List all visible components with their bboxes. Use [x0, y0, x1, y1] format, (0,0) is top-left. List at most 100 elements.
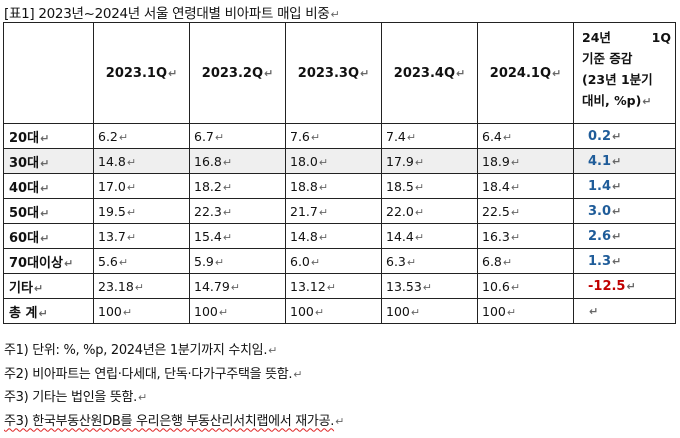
cell-mark: ↵: [318, 180, 329, 194]
cell-mark: ↵: [214, 255, 225, 269]
cell-mark: ↵: [168, 66, 178, 80]
change-cell: 4.1↵: [573, 148, 676, 174]
cell-mark: ↵: [414, 155, 425, 169]
paragraph-mark: ↵: [138, 391, 147, 404]
cell-mark: ↵: [502, 255, 513, 269]
row-label-cell: 30대↵: [3, 148, 94, 174]
change-value: 1.3: [588, 253, 612, 269]
data-table: 2023.1Q↵ 2023.2Q↵ 2023.3Q↵ 2023.4Q↵ 2024.1Q↵…: [3, 22, 676, 324]
footnote-line: 주3) 한국부동산원DB를 우리은행 부동산리서치랩에서 재가공.↵: [4, 410, 344, 434]
change-header-cell: 24년 1Q 기준 증감 (23년 1분기 대비, %p)↵: [573, 22, 676, 124]
quarter-header-text: 2023.3Q: [297, 65, 359, 81]
cell-mark: ↵: [510, 180, 521, 194]
value-cell: 6.0↵: [285, 248, 382, 274]
change-value: -12.5: [588, 278, 626, 294]
value-text: 13.12: [290, 278, 326, 294]
row-label: 20대: [9, 130, 40, 146]
cell-mark: ↵: [406, 255, 417, 269]
value-cell: 18.2↵: [189, 173, 286, 199]
value-text: 6.3: [386, 253, 406, 269]
value-cell: 6.4↵: [477, 123, 574, 149]
cell-mark: ↵: [406, 130, 417, 144]
value-cell: 14.8↵: [93, 148, 190, 174]
quarter-header-cell: 2023.3Q↵: [285, 22, 382, 124]
value-text: 100: [482, 303, 506, 319]
cell-mark: ↵: [612, 254, 622, 268]
value-text: 13.53: [386, 278, 422, 294]
cell-mark: ↵: [40, 131, 50, 145]
cell-mark: ↵: [456, 66, 466, 80]
value-cell: 5.6↵: [93, 248, 190, 274]
cell-mark: ↵: [218, 305, 229, 319]
row-label-cell: 60대↵: [3, 223, 94, 249]
cell-mark: ↵: [326, 280, 337, 294]
value-text: 18.0: [290, 153, 318, 169]
value-text: 5.6: [98, 253, 118, 269]
value-text: 18.8: [290, 178, 318, 194]
footnote-text: 주3) 기타는 법인을 뜻함.: [4, 390, 138, 405]
value-cell: 22.3↵: [189, 198, 286, 224]
row-label: 40대: [9, 180, 40, 196]
cell-mark: ↵: [552, 66, 562, 80]
value-cell: 13.53↵: [381, 273, 478, 299]
value-cell: 16.3↵: [477, 223, 574, 249]
footnote-line: 주1) 단위: %, %p, 2024년은 1분기까지 수치임.↵: [4, 339, 344, 363]
value-cell: 18.5↵: [381, 173, 478, 199]
cell-mark: ↵: [414, 205, 425, 219]
paragraph-mark: ↵: [268, 344, 278, 357]
value-text: 5.9: [194, 253, 214, 269]
value-text: 6.7: [194, 128, 214, 144]
quarter-header-cell: 2023.2Q↵: [189, 22, 286, 124]
row-label: 50대: [9, 205, 40, 221]
cell-mark: ↵: [63, 256, 74, 270]
change-cell: 1.3↵: [573, 248, 676, 274]
cell-mark: ↵: [40, 181, 50, 195]
table-row: 기타↵ 23.18↵ 14.79↵ 13.12↵ 13.53↵ 10.6↵ -12.5↵: [3, 273, 676, 299]
value-cell: 14.4↵: [381, 223, 478, 249]
value-cell: 19.5↵: [93, 198, 190, 224]
cell-mark: ↵: [510, 280, 521, 294]
value-cell: 13.7↵: [93, 223, 190, 249]
change-cell: ↵: [573, 298, 676, 324]
table-row: 60대↵ 13.7↵ 15.4↵ 14.8↵ 14.4↵ 16.3↵ 2.6↵: [3, 223, 676, 249]
change-header-year: 24년: [582, 30, 611, 45]
cell-mark: ↵: [38, 306, 48, 320]
cell-mark: ↵: [126, 205, 137, 219]
value-text: 22.5: [482, 203, 510, 219]
value-cell: 18.0↵: [285, 148, 382, 174]
table-row: 30대↵ 14.8↵ 16.8↵ 18.0↵ 17.9↵ 18.9↵ 4.1↵: [3, 148, 676, 174]
quarter-header-cell: 2023.1Q↵: [93, 22, 190, 124]
paragraph-mark: ↵: [293, 367, 303, 381]
cell-mark: ↵: [414, 180, 425, 194]
change-cell: 1.4↵: [573, 173, 676, 199]
cell-mark: ↵: [310, 130, 321, 144]
cell-mark: ↵: [126, 180, 137, 194]
value-text: 100: [98, 303, 122, 319]
value-text: 100: [386, 303, 410, 319]
value-cell: 6.3↵: [381, 248, 478, 274]
cell-mark: ↵: [626, 279, 636, 293]
cell-mark: ↵: [222, 180, 233, 194]
cell-mark: ↵: [510, 155, 521, 169]
cell-mark: ↵: [314, 305, 325, 319]
row-label-cell: 총 계↵: [3, 298, 94, 324]
table-row: 총 계↵ 100↵ 100↵ 100↵ 100↵ 100↵ ↵: [3, 298, 676, 324]
value-text: 6.0: [290, 253, 310, 269]
value-text: 14.79: [194, 278, 230, 294]
value-cell: 15.4↵: [189, 223, 286, 249]
cell-mark: ↵: [589, 304, 599, 318]
value-text: 18.9: [482, 153, 510, 169]
value-text: 7.6: [290, 128, 310, 144]
cell-mark: ↵: [222, 205, 233, 219]
value-cell: 13.12↵: [285, 273, 382, 299]
value-cell: 14.79↵: [189, 273, 286, 299]
value-cell: 18.9↵: [477, 148, 574, 174]
cell-mark: ↵: [134, 280, 145, 294]
row-label-cell: 40대↵: [3, 173, 94, 199]
footnote-line: 주2) 비아파트는 연립·다세대, 단독·다가구주택을 뜻함.↵: [4, 363, 344, 387]
value-text: 16.3: [482, 228, 510, 244]
cell-mark: ↵: [612, 179, 622, 193]
value-text: 17.9: [386, 153, 414, 169]
value-cell: 14.8↵: [285, 223, 382, 249]
value-text: 14.4: [386, 228, 414, 244]
